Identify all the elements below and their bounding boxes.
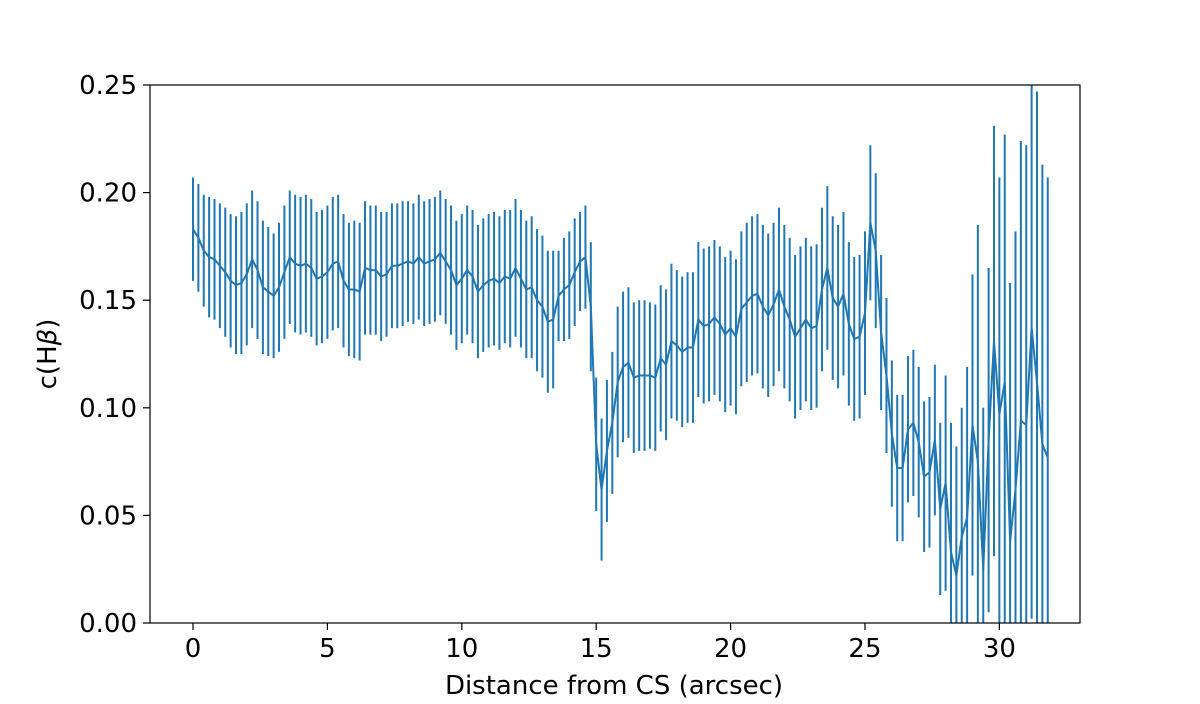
x-tick-label: 15 bbox=[580, 634, 613, 664]
x-axis-label: Distance from CS (arcsec) bbox=[445, 671, 783, 700]
y-axis-label-symbol: β bbox=[33, 329, 63, 347]
axes-layer: 0 5 10 15 20 25 30 0.00 0.05 0.10 0.15 0.20 0.25 bbox=[79, 71, 1081, 664]
data-line bbox=[192, 221, 1049, 577]
x-tick-label: 5 bbox=[319, 634, 336, 664]
y-tick-label: 0.25 bbox=[79, 71, 137, 101]
y-axis-label-prefix: c(H bbox=[33, 345, 63, 389]
x-tick-label: 25 bbox=[848, 634, 881, 664]
y-tick-label: 0.10 bbox=[79, 394, 137, 424]
x-tick-label: 30 bbox=[983, 634, 1016, 664]
y-tick-label: 0.05 bbox=[79, 501, 137, 531]
x-tick-label: 0 bbox=[185, 634, 202, 664]
y-tick-label: 0.00 bbox=[79, 609, 137, 639]
y-tick-label: 0.15 bbox=[79, 286, 137, 316]
x-tick-label: 10 bbox=[445, 634, 478, 664]
plot-frame bbox=[149, 84, 1081, 624]
y-axis-label: c(Hβ) bbox=[33, 319, 63, 390]
x-tick-label: 20 bbox=[714, 634, 747, 664]
y-axis-label-suffix: ) bbox=[33, 319, 63, 329]
y-tick-label: 0.20 bbox=[79, 179, 137, 209]
series-layer bbox=[192, 85, 1049, 623]
